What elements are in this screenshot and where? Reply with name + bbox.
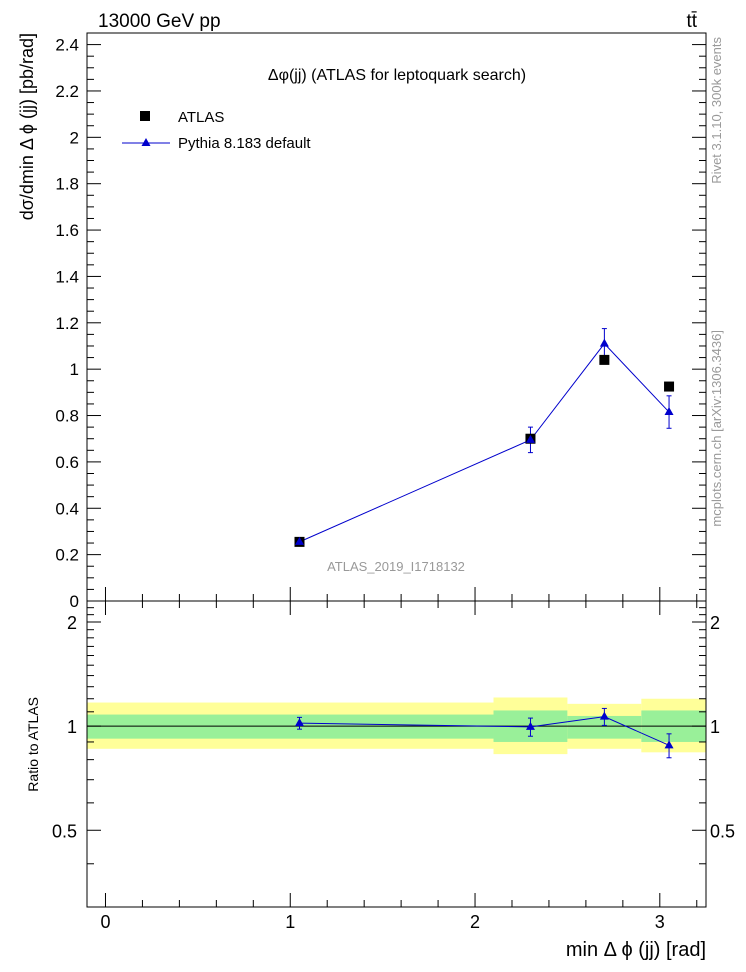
ratio-point (525, 721, 535, 730)
pythia-point (294, 536, 304, 545)
y-tick-label: 1.8 (55, 175, 79, 194)
pythia-point (664, 407, 674, 416)
legend-pythia-label: Pythia 8.183 default (178, 135, 311, 152)
x-tick-label: 3 (655, 912, 665, 932)
band-inner (567, 715, 642, 739)
y-tick-label: 1.6 (55, 221, 79, 240)
axis-tick-labels: 0 0.2 0.4 0.6 0.8 1 1.2 1.4 1.6 1.8 2 2.2 2.4 0.5 0.5 1… (52, 36, 735, 932)
pythia-point (525, 434, 535, 443)
ratio-markers (294, 707, 674, 759)
error-bars (296, 328, 672, 545)
x-tick-label: 2 (470, 912, 480, 932)
ratio-uncertainty-bands (87, 697, 706, 755)
x-tick-label: 0 (100, 912, 110, 932)
legend: ATLAS Pythia 8.183 default (122, 109, 311, 152)
y-tick-label: 0.4 (55, 499, 79, 518)
mc-series-lines (299, 342, 670, 543)
ratio-y-axis-label: Ratio to ATLAS (25, 697, 41, 792)
pythia-line (299, 342, 670, 543)
y-tick-label: 0.2 (55, 546, 79, 565)
ratio-y-tick-label-right: 2 (710, 613, 720, 633)
x-axis-label: min Δ ϕ (jj) [rad] (566, 939, 706, 961)
y-tick-label: 2 (70, 128, 79, 147)
ratio-y-tick-label: 1 (67, 717, 77, 737)
plot-title: Δφ(jj) (ATLAS for leptoquark search) (268, 67, 526, 84)
rivet-version-label: Rivet 3.1.10, 300k events (709, 37, 724, 184)
legend-atlas-marker (140, 111, 150, 121)
axis-ticks (87, 32, 706, 907)
legend-pythia-marker (141, 138, 151, 146)
y-tick-label: 1 (70, 360, 79, 379)
mc-markers (294, 338, 674, 545)
ratio-line (299, 716, 670, 746)
y-tick-label: 2.4 (55, 36, 79, 55)
data-markers (294, 354, 675, 547)
ratio-point (664, 740, 674, 749)
ratio-point (599, 711, 609, 720)
ratio-y-tick-label: 2 (67, 613, 77, 633)
header-right-text: tt̄ (686, 11, 697, 32)
y-axis-label: dσ/dmin Δ ϕ (jj) [pb/rad] (17, 33, 37, 220)
y-tick-label: 0.8 (55, 407, 79, 426)
ratio-point (294, 718, 304, 727)
ratio-y-tick-label: 0.5 (52, 821, 77, 841)
y-tick-label: 1.2 (55, 314, 79, 333)
y-tick-label: 1.4 (55, 267, 79, 286)
header-left-text: 13000 GeV pp (98, 11, 221, 32)
atlas-data-point (664, 381, 675, 392)
ratio-plot-frame (86, 600, 707, 908)
watermark-label: ATLAS_2019_I1718132 (327, 559, 465, 574)
legend-atlas-label: ATLAS (178, 109, 224, 126)
pythia-point (599, 338, 609, 347)
ratio-y-tick-label-right: 1 (710, 717, 720, 737)
ratio-y-tick-label-right: 0.5 (710, 821, 735, 841)
mcplots-label: mcplots.cern.ch [arXiv:1306.3436] (709, 330, 724, 527)
atlas-data-point (599, 354, 610, 365)
y-tick-label: 2.2 (55, 82, 79, 101)
y-tick-label: 0 (70, 592, 79, 611)
y-tick-label: 0.6 (55, 453, 79, 472)
x-tick-label: 1 (285, 912, 295, 932)
